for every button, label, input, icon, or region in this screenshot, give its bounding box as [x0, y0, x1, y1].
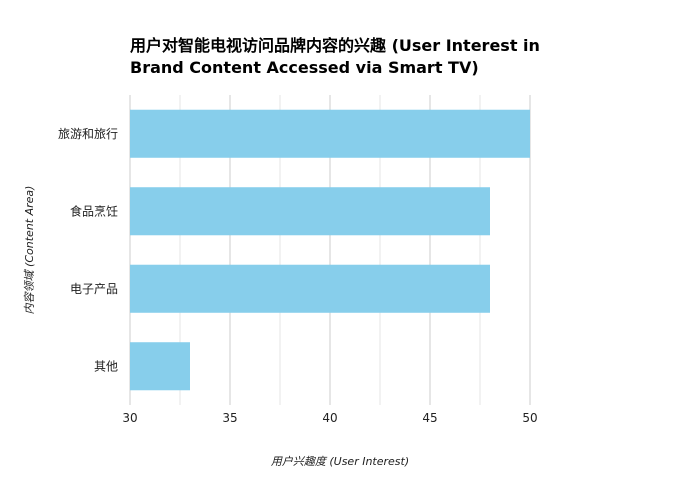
bar-3 [130, 342, 190, 391]
bar-1 [130, 187, 490, 236]
x-tick-label: 35 [222, 411, 237, 425]
y-tick-label: 食品烹饪 [70, 203, 118, 218]
x-tick-label: 50 [522, 411, 537, 425]
chart-title-line-2: Brand Content Accessed via Smart TV) [130, 58, 479, 77]
x-axis-label: 用户兴趣度 (User Interest) [271, 455, 409, 468]
x-tick-label: 30 [122, 411, 137, 425]
bar-0 [130, 109, 530, 158]
y-axis-label: 内容领域 (Content Area) [23, 186, 36, 315]
x-tick-label: 40 [322, 411, 337, 425]
bars [130, 109, 530, 391]
chart-title-line-1: 用户对智能电视访问品牌内容的兴趣 (User Interest in [130, 36, 540, 55]
bar-2 [130, 264, 490, 313]
x-tick-labels: 30 35 40 45 50 [122, 411, 537, 425]
y-tick-label: 其他 [94, 359, 118, 373]
y-tick-label: 旅游和旅行 [58, 127, 118, 141]
y-tick-label: 电子产品 [70, 282, 118, 296]
x-tick-label: 45 [422, 411, 437, 425]
